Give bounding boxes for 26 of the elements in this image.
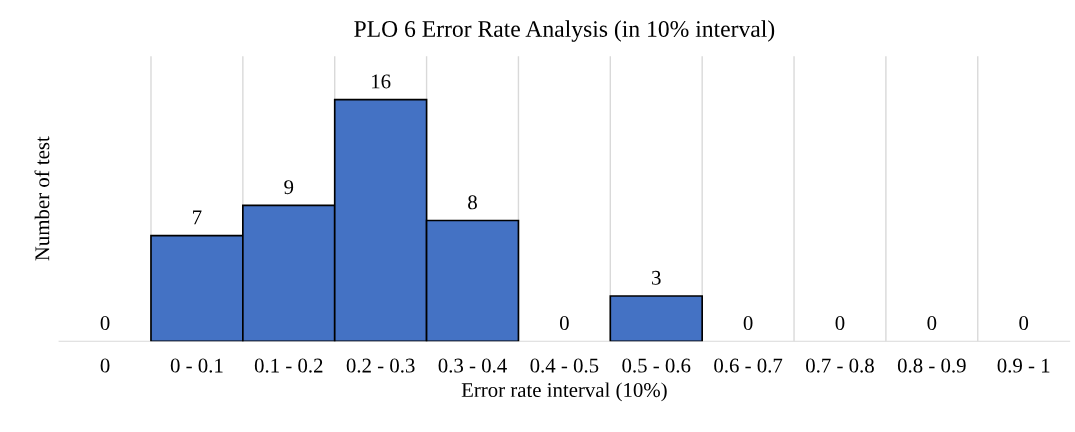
x-tick-label: 0.4 - 0.5 — [530, 358, 599, 373]
x-tick-label: 0.8 - 0.9 — [897, 358, 966, 373]
data-label: 8 — [468, 195, 477, 210]
x-axis-title: Error rate interval (10%) — [461, 382, 667, 402]
x-tick-label: 0.6 - 0.7 — [714, 358, 783, 373]
data-label: 3 — [652, 270, 661, 285]
data-label: 0 — [743, 316, 753, 331]
data-label: 16 — [372, 74, 391, 89]
x-tick-label: 0.7 - 0.8 — [806, 358, 874, 373]
y-axis-title: Number of test — [34, 136, 50, 261]
data-label: 0 — [1019, 316, 1029, 331]
x-tick-label: 0 - 0.1 — [170, 358, 223, 373]
data-label: 9 — [284, 180, 294, 195]
data-label: 7 — [193, 210, 202, 225]
x-tick-label: 0 — [100, 358, 110, 373]
bar — [609, 295, 704, 342]
x-tick-label: 0.1 - 0.2 — [254, 358, 323, 373]
data-label: 0 — [927, 316, 937, 331]
data-label: 0 — [559, 316, 569, 331]
data-label: 0 — [835, 316, 845, 331]
chart-title: PLO 6 Error Rate Analysis (in 10% interval) — [354, 20, 775, 42]
x-tick-label: 0.2 - 0.3 — [346, 358, 415, 373]
x-tick-label: 0.5 - 0.6 — [622, 358, 691, 373]
data-label: 0 — [100, 316, 110, 331]
x-tick-label: 0.3 - 0.4 — [438, 358, 507, 373]
x-tick-label: 0.9 - 1 — [997, 358, 1050, 373]
